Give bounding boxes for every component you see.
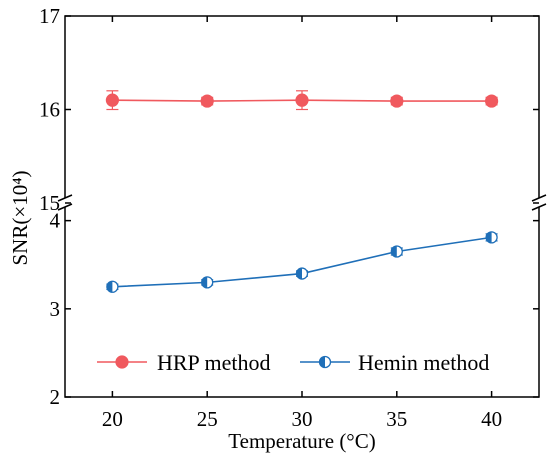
- axis-break-mark-left-bottom: [57, 203, 73, 211]
- data-point-hemin: [485, 231, 498, 244]
- y-axis-title: SNR(×10⁴): [8, 170, 32, 265]
- legend-hemin-label: Hemin method: [358, 350, 489, 375]
- y-tick-label-upper: 15: [39, 191, 60, 215]
- data-point-hemin: [201, 276, 214, 289]
- x-tick-label: 30: [292, 407, 313, 431]
- data-point-hemin: [106, 280, 119, 293]
- x-tick-label: 25: [197, 407, 218, 431]
- legend-hrp-label: HRP method: [157, 350, 270, 375]
- data-point-hrp: [200, 94, 214, 108]
- y-tick-label-upper: 16: [39, 98, 60, 122]
- legend-hemin-marker: [318, 355, 332, 369]
- plot-frame: [64, 15, 540, 398]
- series-hrp: [105, 90, 499, 111]
- data-point-hrp: [105, 93, 120, 107]
- data-point-hemin: [295, 267, 309, 280]
- axis-break-mark-right-bottom: [531, 203, 547, 211]
- x-axis-title: Temperature (°C): [228, 429, 375, 453]
- data-point-hrp: [295, 93, 309, 107]
- x-tick-label: 20: [102, 407, 123, 431]
- y-tick-label-lower: 2: [50, 385, 61, 409]
- y-tick-label-lower: 4: [50, 209, 61, 233]
- series-hemin: [106, 231, 498, 293]
- data-point-hrp: [485, 94, 499, 108]
- data-point-hrp: [390, 94, 404, 108]
- legend-hrp-marker: [115, 355, 129, 369]
- x-tick-label: 40: [481, 407, 502, 431]
- y-tick-label-upper: 17: [39, 4, 60, 28]
- data-point-hemin: [390, 245, 403, 258]
- y-tick-label-lower: 3: [50, 297, 61, 321]
- x-tick-label: 35: [386, 407, 407, 431]
- axis-break-mark-right-top: [531, 194, 547, 202]
- axis-break-mark-left-top: [57, 194, 73, 202]
- legend: HRP method Hemin method: [97, 350, 489, 375]
